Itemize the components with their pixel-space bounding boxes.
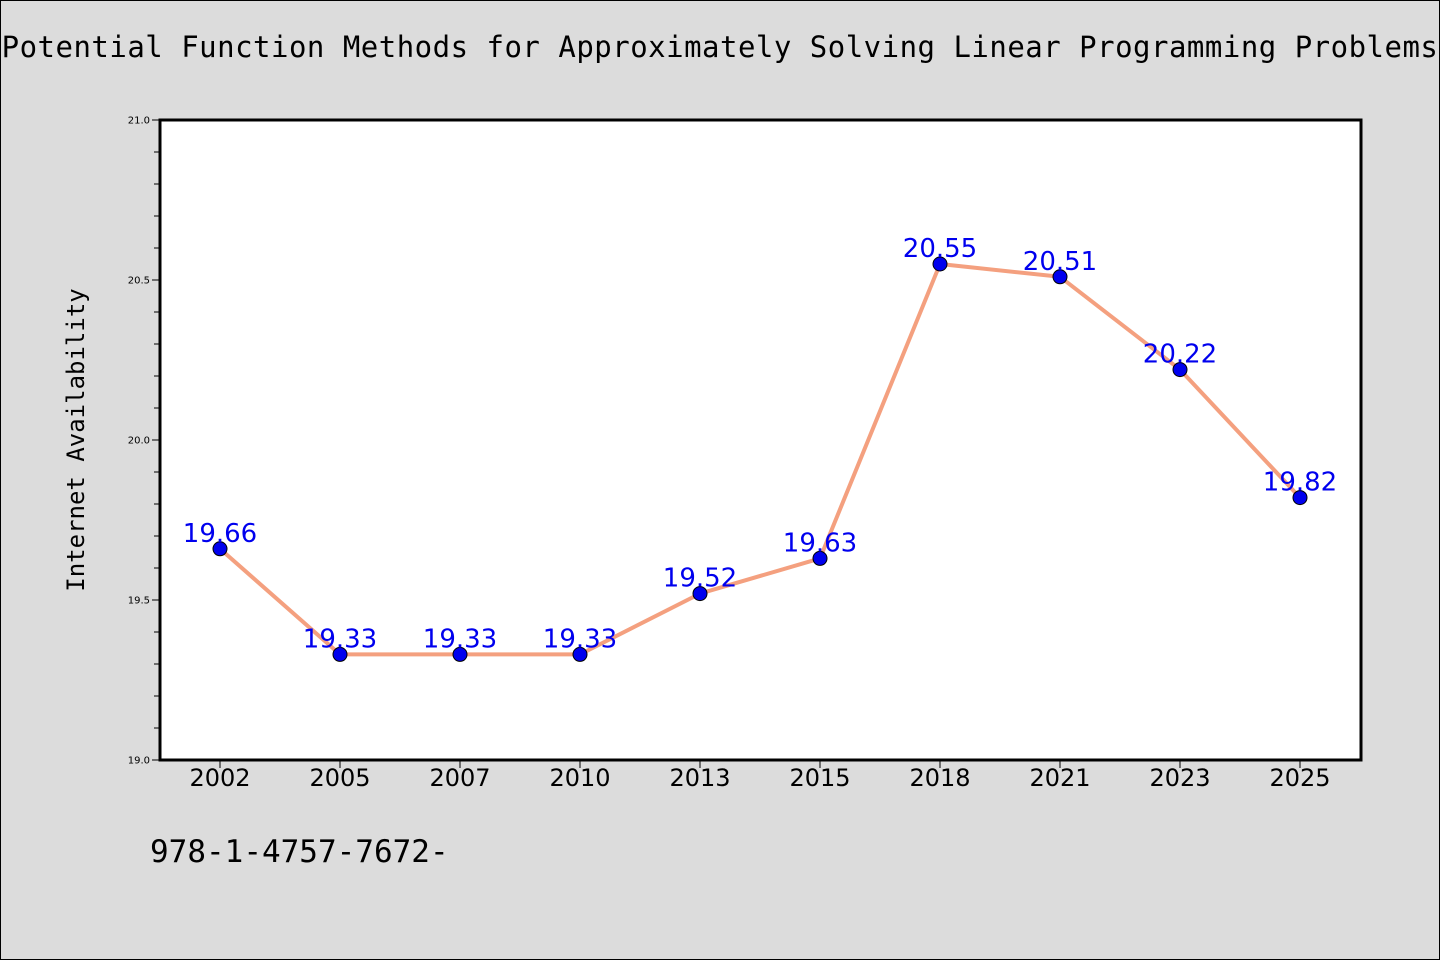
data-label: 19.33 — [423, 624, 497, 654]
data-point — [812, 550, 828, 566]
y-tick-label: 20.5 — [128, 276, 150, 287]
data-label: 20.55 — [903, 234, 977, 264]
data-label: 20.51 — [1023, 247, 1097, 277]
data-point — [1052, 269, 1068, 285]
footer-code: 978-1-4757-7672- — [150, 834, 449, 870]
x-tick-label: 2013 — [669, 764, 730, 792]
data-label: 19.82 — [1263, 468, 1337, 498]
x-tick-label: 2021 — [1029, 764, 1090, 792]
data-label: 20.22 — [1143, 340, 1217, 370]
data-label: 19.33 — [543, 624, 617, 654]
y-axis: 19.0 19.5 20.0 20.5 21.0 — [128, 116, 160, 767]
x-tick-label: 2018 — [909, 764, 970, 792]
data-label: 19.33 — [303, 624, 377, 654]
x-tick-label: 2010 — [549, 764, 610, 792]
chart-title: Potential Function Methods for Approxima… — [1, 30, 1439, 64]
x-axis: 2002 2005 2007 2010 2013 2015 2018 2021 2023 2025 — [189, 760, 1331, 792]
series-line — [218, 262, 1302, 657]
data-label: 19.52 — [663, 564, 737, 594]
y-axis-label: Internet Availability — [62, 288, 90, 591]
x-tick-label: 2002 — [189, 764, 250, 792]
x-tick-label: 2015 — [789, 764, 850, 792]
y-tick-label: 19.0 — [128, 756, 150, 767]
data-point — [1172, 362, 1188, 378]
data-point — [692, 586, 708, 602]
series-layer: 19.66 19.33 19.33 19.33 19.52 19.63 20.55 20.51… — [183, 234, 1337, 662]
data-label: 19.63 — [783, 528, 857, 558]
data-label: 19.66 — [183, 519, 257, 549]
x-tick-label: 2025 — [1269, 764, 1330, 792]
data-point — [332, 646, 348, 662]
x-tick-label: 2005 — [309, 764, 370, 792]
x-tick-label: 2007 — [429, 764, 490, 792]
y-tick-label: 19.5 — [128, 596, 150, 607]
plot-area — [158, 118, 1363, 762]
y-tick-label: 20.0 — [128, 436, 150, 447]
data-point — [932, 256, 948, 272]
data-point — [572, 646, 588, 662]
x-tick-label: 2023 — [1149, 764, 1210, 792]
data-point — [212, 541, 228, 557]
data-point — [452, 646, 468, 662]
y-tick-label: 21.0 — [128, 116, 150, 127]
data-point — [1292, 490, 1308, 506]
